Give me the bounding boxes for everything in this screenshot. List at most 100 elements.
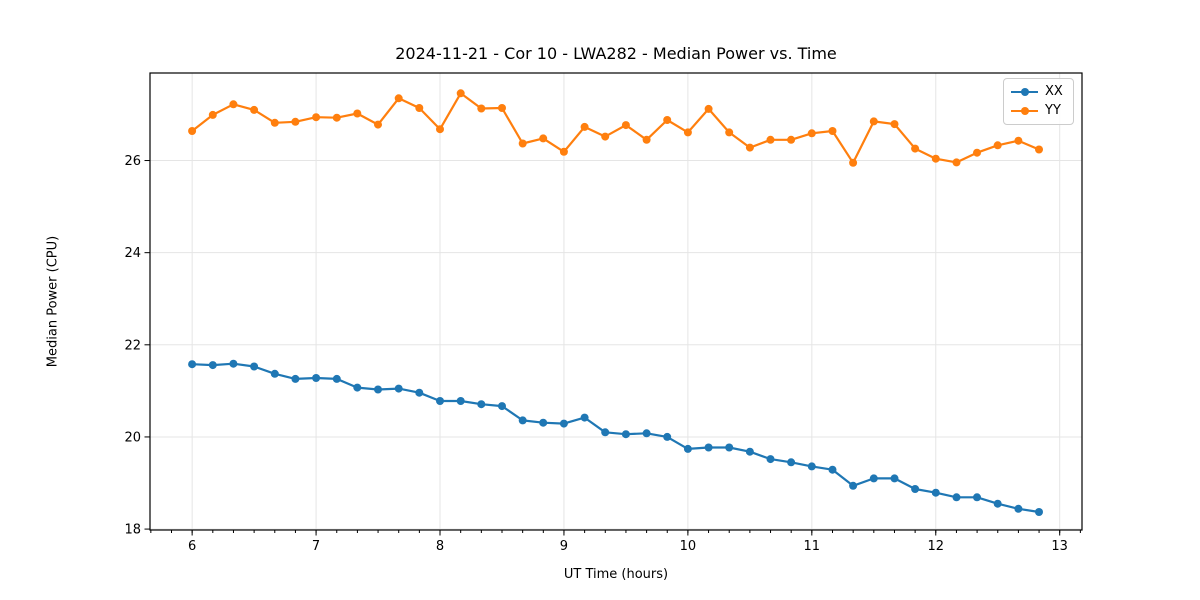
data-point [849,481,858,490]
data-point [642,429,651,438]
data-point [725,443,734,452]
svg-text:7: 7 [312,539,320,554]
data-point [1014,504,1023,513]
data-point [621,121,630,130]
svg-text:6: 6 [188,539,196,554]
data-point [270,118,279,127]
data-point [477,400,486,409]
data-point [911,144,920,153]
data-point [539,134,548,143]
data-point [807,462,816,471]
data-point [312,113,321,122]
data-point [208,110,217,119]
data-point [456,89,465,98]
y-axis-label: Median Power (CPU) [45,235,61,368]
data-point [436,125,444,134]
data-point [374,120,382,129]
data-point [745,143,754,152]
data-point [394,384,403,393]
data-point [911,485,920,493]
data-point [890,474,899,483]
svg-text:18: 18 [124,523,141,538]
data-point [601,132,610,141]
data-point [890,120,899,129]
legend-label-yy: YY [1045,102,1061,118]
data-point [498,402,506,411]
data-point [559,147,568,156]
legend-line-marker-yy-icon [1011,102,1038,120]
data-point [250,362,259,371]
data-point [869,474,878,483]
data-point [807,129,816,138]
data-point [580,122,589,131]
data-point [250,105,259,114]
legend: XX YY [1003,78,1074,125]
svg-text:8: 8 [436,539,444,554]
legend-line-marker-xx-icon [1011,83,1038,101]
data-point [374,385,382,394]
data-point [580,413,589,422]
data-point [787,458,796,467]
svg-text:13: 13 [1051,539,1068,554]
axes-frame [149,72,1083,531]
svg-text:9: 9 [560,539,568,554]
data-point [188,127,197,135]
axis-ticks [144,160,1081,536]
data-point [931,154,940,163]
data-point [766,455,775,464]
data-point [828,127,837,135]
data-point [291,374,300,383]
data-point [683,444,692,453]
data-point [291,117,300,126]
data-point [312,374,321,382]
data-point [952,158,961,167]
legend-item-xx: XX [1011,83,1066,101]
svg-text:10: 10 [680,539,697,554]
data-point [931,488,940,497]
data-point [1035,508,1043,516]
data-point [188,360,197,369]
data-point [828,465,837,474]
data-point [869,117,878,126]
data-point [993,141,1002,150]
svg-text:24: 24 [124,246,141,261]
svg-text:11: 11 [804,539,821,554]
data-point [456,397,465,405]
data-point [353,383,362,392]
svg-text:12: 12 [927,539,944,554]
data-point [436,397,444,405]
data-point [621,430,630,439]
svg-text:22: 22 [124,338,141,353]
data-point [725,128,734,137]
data-point [270,369,279,378]
data-point [663,432,672,441]
data-point [559,419,568,428]
data-point [642,135,651,144]
data-point [849,158,858,167]
tick-labels: 6 7 8 9 10 11 12 13 18 20 22 24 26 [124,154,1068,554]
data-point [518,416,527,425]
data-point [683,128,692,137]
data-point [704,104,713,113]
data-point [973,148,981,157]
legend-item-yy: YY [1011,102,1066,120]
data-point [766,135,775,144]
data-point [394,94,403,103]
data-point [745,447,754,456]
data-point [415,104,424,112]
data-point [787,135,796,144]
data-point [601,428,610,437]
data-point [993,499,1002,508]
data-point [539,418,548,427]
series-yy [188,89,1043,167]
series-xx [188,359,1043,516]
data-point [353,109,362,118]
data-point [1014,136,1023,145]
data-point [952,493,961,502]
gridlines [150,73,1082,530]
x-axis-label: UT Time (hours) [563,567,669,582]
svg-text:20: 20 [124,430,141,445]
data-point [1035,145,1043,154]
